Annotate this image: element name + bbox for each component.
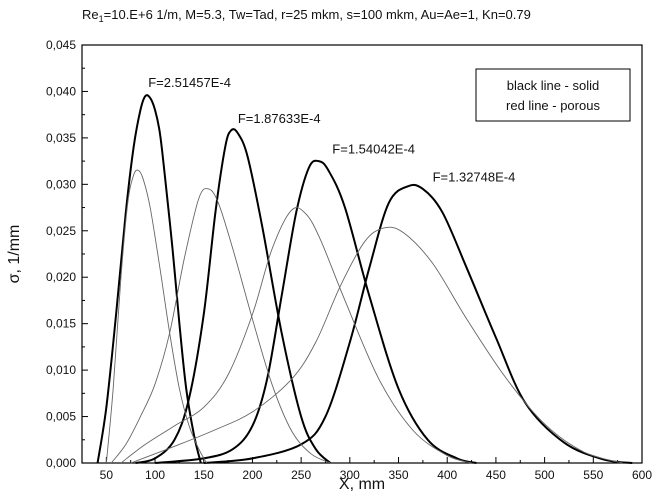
peak-label: F=2.51457E-4 bbox=[148, 75, 231, 90]
x-axis-ticks: 50 100 150 200 250 300 350 400 450 500 550 600 bbox=[100, 457, 652, 482]
x-tick-label: 200 bbox=[242, 468, 262, 482]
x-tick-label: 150 bbox=[194, 468, 214, 482]
y-tick-label: 0,025 bbox=[46, 224, 76, 238]
y-tick-label: 0,020 bbox=[46, 270, 76, 284]
x-tick-label: 600 bbox=[632, 468, 652, 482]
legend-line-1: black line - solid bbox=[507, 78, 600, 93]
solid-curve-1 bbox=[96, 94, 202, 464]
y-axis-label: σ, 1/mm bbox=[6, 225, 23, 284]
y-tick-label: 0,035 bbox=[46, 131, 76, 145]
x-axis-label: X, mm bbox=[339, 476, 385, 493]
legend-box: black line - solid red line - porous bbox=[475, 68, 631, 122]
peak-label: F=1.54042E-4 bbox=[332, 142, 415, 157]
title-prefix: Re bbox=[82, 7, 99, 22]
y-tick-label: 0,000 bbox=[46, 456, 76, 470]
x-tick-label: 350 bbox=[389, 468, 409, 482]
porous-curve-3 bbox=[120, 207, 472, 464]
peak-annotations: F=2.51457E-4 F=1.87633E-4 F=1.54042E-4 F=1.… bbox=[148, 75, 515, 185]
chart-title: Re1=10.E+6 1/m, M=5.3, Tw=Tad, r=25 mkm,… bbox=[82, 7, 531, 24]
legend-frame bbox=[475, 68, 631, 122]
x-tick-label: 500 bbox=[535, 468, 555, 482]
title-subscript: 1 bbox=[99, 14, 104, 24]
y-tick-label: 0,010 bbox=[46, 363, 76, 377]
solid-curve-3 bbox=[154, 159, 477, 464]
title-rest: =10.E+6 1/m, M=5.3, Tw=Tad, r=25 mkm, s=… bbox=[104, 7, 531, 22]
y-tick-label: 0,045 bbox=[46, 38, 76, 52]
y-tick-label: 0,015 bbox=[46, 317, 76, 331]
x-tick-label: 300 bbox=[340, 468, 360, 482]
porous-curve-4 bbox=[130, 226, 623, 464]
y-tick-label: 0,005 bbox=[46, 410, 76, 424]
porous-curve-2 bbox=[110, 188, 331, 464]
x-tick-label: 550 bbox=[583, 468, 603, 482]
solid-curve-4 bbox=[203, 183, 633, 464]
porous-curve-1 bbox=[105, 169, 208, 464]
y-axis-ticks: 0,000 0,005 0,010 0,015 0,020 0,025 0,030 0,035… bbox=[46, 38, 88, 470]
x-tick-label: 250 bbox=[291, 468, 311, 482]
x-tick-label: 450 bbox=[486, 468, 506, 482]
x-tick-label: 400 bbox=[437, 468, 457, 482]
y-tick-label: 0,030 bbox=[46, 177, 76, 191]
series-lines bbox=[96, 94, 633, 464]
x-tick-label: 50 bbox=[100, 468, 114, 482]
legend-line-2: red line - porous bbox=[506, 98, 600, 113]
peak-label: F=1.32748E-4 bbox=[433, 170, 516, 185]
peak-label: F=1.87633E-4 bbox=[238, 111, 321, 126]
y-tick-label: 0,040 bbox=[46, 84, 76, 98]
x-tick-label: 100 bbox=[145, 468, 165, 482]
